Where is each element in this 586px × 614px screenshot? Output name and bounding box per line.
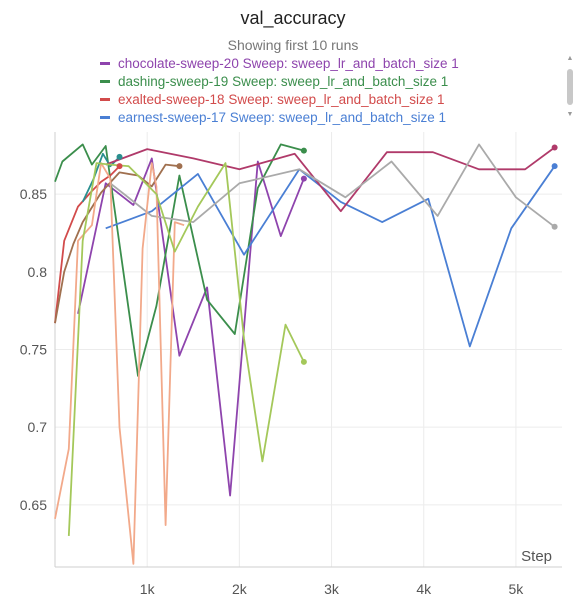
- y-tick-label: 0.65: [20, 497, 47, 513]
- series-group: [54, 143, 556, 565]
- chart-title: val_accuracy: [240, 8, 346, 28]
- scroll-down-icon[interactable]: ▼: [566, 111, 574, 118]
- legend-item[interactable]: chocolate-sweep-20 Sweep: sweep_lr_and_b…: [100, 55, 560, 73]
- legend-label: chocolate-sweep-20 Sweep: sweep_lr_and_b…: [118, 56, 459, 71]
- series-end-point: [300, 147, 307, 154]
- legend-swatch: [100, 115, 110, 119]
- series-line: [67, 162, 305, 536]
- legend-scrollbar[interactable]: ▲ ▼: [566, 55, 574, 119]
- series-line: [81, 152, 121, 203]
- y-tick-label: 0.7: [28, 419, 48, 435]
- x-tick-label: 1k: [140, 581, 156, 597]
- legend-label: exalted-sweep-18 Sweep: sweep_lr_and_bat…: [118, 92, 445, 107]
- series-end-point: [551, 144, 558, 151]
- x-tick-label: 5k: [509, 581, 525, 597]
- axes: [54, 132, 562, 568]
- x-tick-label: 4k: [416, 581, 432, 597]
- scroll-up-icon[interactable]: ▲: [566, 55, 574, 62]
- y-tick-label: 0.85: [20, 186, 47, 202]
- legend: chocolate-sweep-20 Sweep: sweep_lr_and_b…: [100, 55, 560, 127]
- y-tick-label: 0.75: [20, 342, 47, 358]
- x-tick-label: 2k: [232, 581, 248, 597]
- legend-swatch: [100, 61, 110, 65]
- chart-subtitle: Showing first 10 runs: [227, 37, 359, 53]
- legend-item[interactable]: dashing-sweep-19 Sweep: sweep_lr_and_bat…: [100, 73, 560, 91]
- series-end-point: [551, 163, 558, 170]
- legend-item[interactable]: exalted-sweep-18 Sweep: sweep_lr_and_bat…: [100, 91, 560, 109]
- series-line: [77, 157, 305, 497]
- x-tick-label: 3k: [324, 581, 340, 597]
- legend-swatch: [100, 79, 110, 83]
- series-line: [54, 162, 185, 565]
- series-line: [105, 146, 556, 213]
- grid: [55, 132, 562, 567]
- series-end-point: [116, 163, 123, 170]
- x-axis-title: Step: [521, 548, 552, 565]
- legend-label: dashing-sweep-19 Sweep: sweep_lr_and_bat…: [118, 74, 449, 89]
- legend-swatch: [100, 97, 110, 101]
- tick-labels: 0.65 0.7 0.75 0.8 0.85 1k 2k 3k 4k 5k Step: [20, 186, 552, 597]
- series-end-point: [176, 163, 183, 170]
- series-line: [105, 165, 556, 348]
- legend-label: earnest-sweep-17 Sweep: sweep_lr_and_bat…: [118, 110, 446, 125]
- scrollbar-thumb[interactable]: [567, 69, 573, 105]
- end-markers: [116, 144, 558, 365]
- series-end-point: [116, 153, 123, 160]
- series-line: [109, 143, 556, 228]
- y-tick-label: 0.8: [28, 264, 48, 280]
- series-end-point: [300, 175, 307, 182]
- series-line: [54, 143, 305, 377]
- legend-item[interactable]: earnest-sweep-17 Sweep: sweep_lr_and_bat…: [100, 109, 560, 127]
- series-end-point: [551, 223, 558, 230]
- series-end-point: [300, 358, 307, 365]
